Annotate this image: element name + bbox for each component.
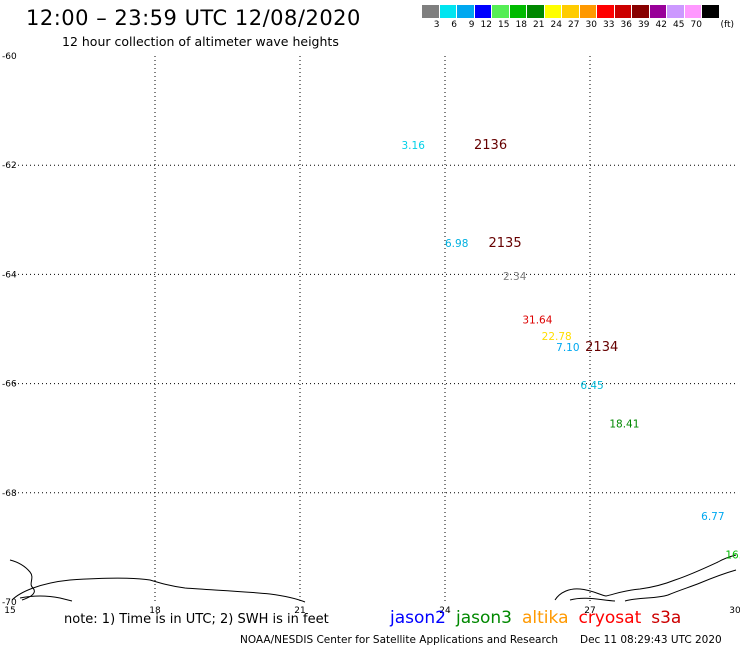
color-scale-label: 42: [655, 20, 667, 30]
color-swatch: [632, 5, 650, 18]
color-scale-label: 45: [673, 20, 685, 30]
color-swatch: [579, 5, 597, 18]
wave-height-label: 6.98: [445, 238, 468, 250]
wave-height-label: 22.78: [542, 331, 572, 343]
lon-tick-label: 27: [584, 606, 595, 616]
track-time-label: 2135: [489, 236, 522, 251]
color-swatch: [649, 5, 667, 18]
map-subtitle: 12 hour collection of altimeter wave hei…: [62, 34, 339, 49]
credit-line: NOAA/NESDIS Center for Satellite Applica…: [240, 634, 558, 646]
color-swatch: [509, 5, 527, 18]
lat-tick-label: -64: [2, 270, 17, 280]
color-scale-label: 18: [515, 20, 527, 30]
satellite-jason2: jason2: [390, 608, 446, 628]
color-swatch: [457, 5, 475, 18]
color-swatch: [439, 5, 457, 18]
color-scale-label: 12: [480, 20, 492, 30]
wave-height-label: 7.10: [556, 342, 579, 354]
color-scale-unit: (ft): [720, 20, 735, 30]
color-scale-label: 3: [433, 20, 440, 30]
wave-height-observations: 3.16 6.98 2.34 31.64 22.787.10 6.45 18.41 6.77 1…: [402, 140, 740, 562]
color-scale-label: 9: [468, 20, 475, 30]
lon-tick-label: 30: [729, 606, 740, 616]
lon-tick-label: 15: [4, 606, 15, 616]
wave-height-label: 3.16: [402, 140, 426, 152]
color-scale-label: 39: [638, 20, 650, 30]
coastline-main: [11, 554, 737, 603]
color-swatch: [474, 5, 492, 18]
lon-tick-label: 24: [439, 606, 451, 616]
color-swatch: [614, 5, 632, 18]
wave-height-label: 31.64: [522, 315, 552, 327]
color-scale-label: 24: [550, 20, 562, 30]
color-scale-label: 21: [533, 20, 545, 30]
track-time-labels: 2136 2135 2134: [474, 138, 618, 355]
lon-tick-label: 21: [294, 606, 305, 616]
coastline-ice-shelf: [9, 559, 737, 602]
color-scale-label: 6: [451, 20, 457, 30]
color-scale-label: 27: [568, 20, 580, 30]
wave-height-label: 16.: [725, 549, 740, 561]
satellite-altika: altika: [522, 608, 569, 628]
lat-tick-label: -60: [2, 52, 17, 62]
color-swatch: [422, 5, 440, 18]
wave-height-label: 18.41: [609, 418, 639, 430]
lat-tick-label: -62: [2, 161, 17, 171]
color-swatch: [684, 5, 702, 18]
wave-height-label: 6.45: [580, 380, 603, 392]
color-swatch: [562, 5, 580, 18]
antarctic-coastline: [9, 554, 737, 603]
satellite-jason3: jason3: [456, 608, 512, 628]
map-title: 12:00 – 23:59 UTC 12/08/2020: [26, 6, 361, 30]
color-swatch: [544, 5, 562, 18]
color-swatch: [527, 5, 545, 18]
track-time-label: 2134: [585, 340, 618, 355]
wave-height-label: 6.77: [701, 511, 724, 523]
wave-height-label: 2.34: [503, 271, 527, 283]
footnote: note: 1) Time is in UTC; 2) SWH is in fe…: [64, 612, 329, 627]
color-scale-label: 70: [690, 20, 702, 30]
satellite-s3a: s3a: [651, 608, 682, 628]
color-scale-label: 36: [620, 20, 632, 30]
lat-tick-label: -70: [2, 598, 17, 608]
graticule: 15 18 21 24 27 30 -60 -62 -64 -66 -68 -70: [2, 52, 740, 616]
color-swatch: [702, 5, 720, 18]
color-scale-label: 33: [603, 20, 615, 30]
color-scale-label: 15: [498, 20, 510, 30]
color-scale-labels: 3 6 9 12 15 18 21 24 27 30 33 36 39 42 45 70 (ft): [422, 20, 740, 30]
generation-timestamp: Dec 11 08:29:43 UTC 2020: [580, 634, 722, 646]
lon-tick-label: 18: [149, 606, 161, 616]
color-swatch: [667, 5, 685, 18]
color-swatch: [492, 5, 510, 18]
color-scale: [422, 5, 720, 18]
color-swatch: [597, 5, 615, 18]
track-time-label: 2136: [474, 138, 507, 153]
satellite-cryosat: cryosat: [578, 608, 642, 628]
lat-tick-label: -68: [2, 489, 17, 499]
color-scale-label: 30: [585, 20, 597, 30]
satellite-legend: jason2 jason3 altika cryosat s3a: [390, 608, 691, 628]
lat-tick-label: -66: [2, 380, 17, 390]
